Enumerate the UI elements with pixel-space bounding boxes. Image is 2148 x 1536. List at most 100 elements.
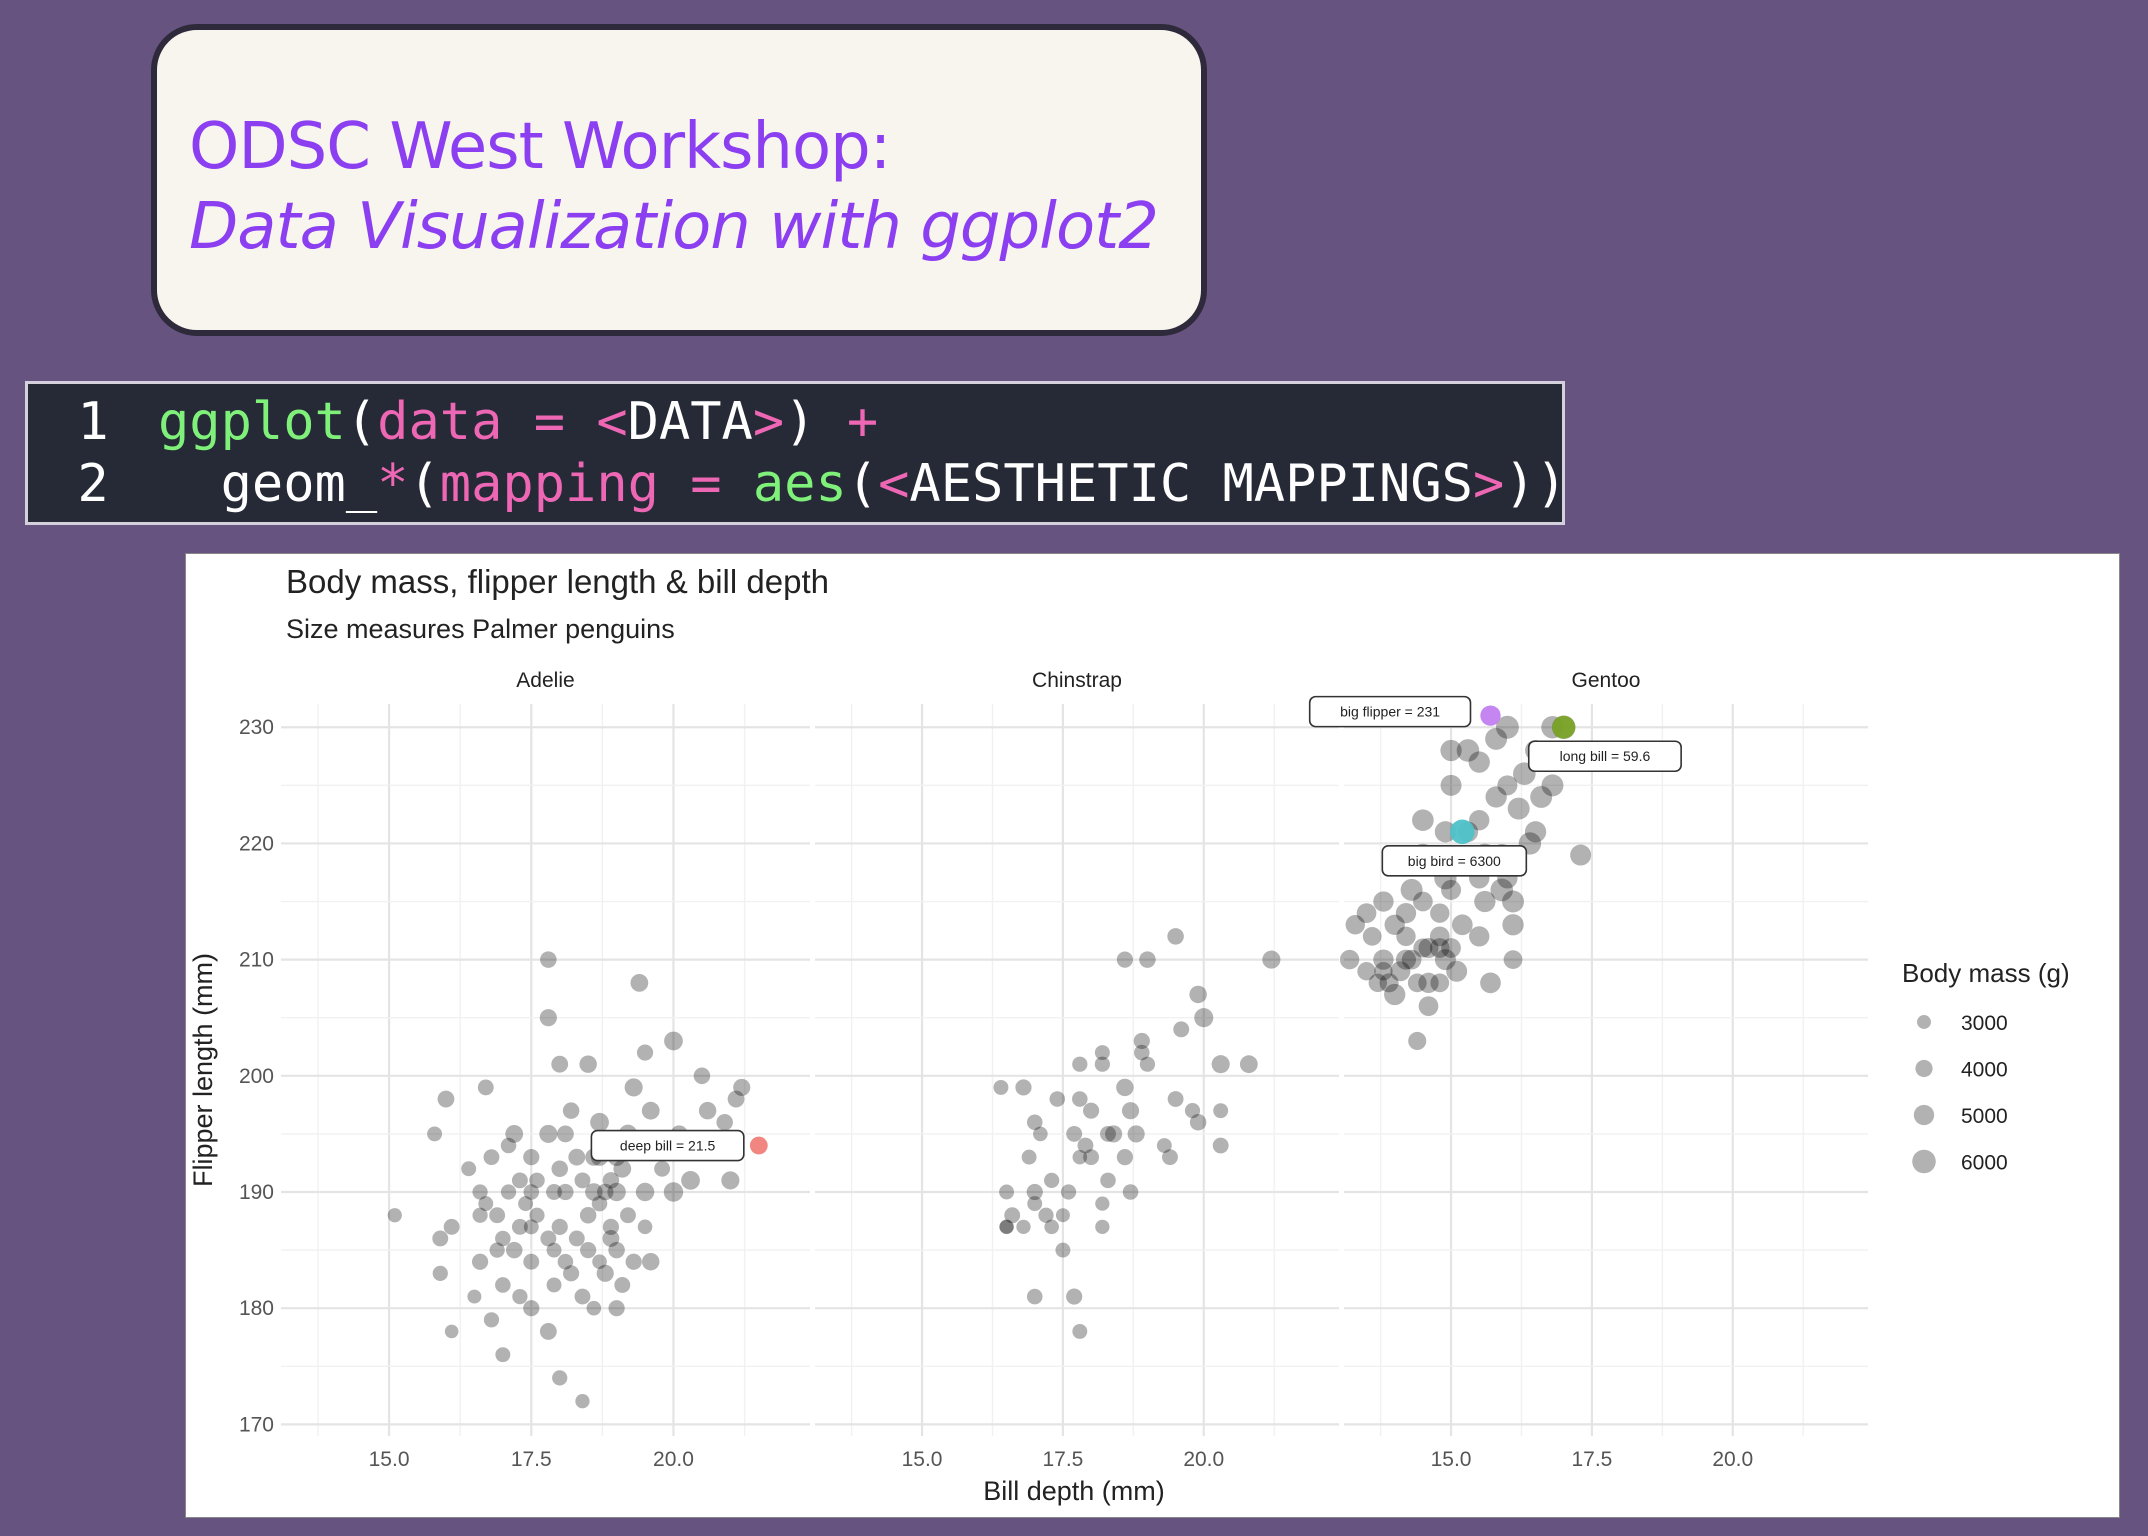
y-tick-label: 200 — [239, 1065, 274, 1088]
data-point — [472, 1184, 488, 1200]
data-point — [596, 1183, 614, 1201]
data-point — [1100, 1172, 1116, 1189]
data-point — [551, 1055, 569, 1073]
data-point — [562, 1102, 580, 1119]
data-point — [1083, 1149, 1100, 1166]
data-point — [596, 1264, 614, 1282]
highlight-point — [1450, 819, 1475, 845]
legend-label: 4000 — [1961, 1059, 2008, 1082]
code-token: ggplot — [158, 392, 346, 452]
data-point — [523, 1219, 539, 1235]
annotation-label: big flipper = 231 — [1340, 704, 1440, 720]
x-tick-label: 17.5 — [1042, 1448, 1083, 1471]
y-tick-label: 170 — [239, 1413, 274, 1436]
data-point — [1095, 1196, 1110, 1211]
data-point — [575, 1394, 590, 1409]
data-point — [1049, 1091, 1066, 1107]
data-point — [1044, 1219, 1059, 1235]
legend-key — [1915, 1059, 1933, 1078]
data-point — [1027, 1196, 1043, 1212]
data-point — [1451, 914, 1473, 936]
x-tick-label: 20.0 — [1183, 1448, 1224, 1471]
data-point — [1116, 951, 1133, 968]
data-point — [1026, 1288, 1043, 1305]
data-point — [1055, 1208, 1070, 1223]
data-point — [1530, 785, 1553, 808]
data-point — [1194, 1008, 1214, 1028]
data-point — [1357, 962, 1376, 981]
facet-label: Chinstrap — [1032, 669, 1122, 692]
data-point — [1211, 1055, 1230, 1074]
data-point — [495, 1277, 511, 1293]
title-line-2: Data Visualization with ggplot2 — [189, 190, 1159, 264]
data-point — [1418, 972, 1439, 994]
data-point — [1026, 1114, 1043, 1131]
data-point — [663, 1182, 684, 1202]
data-point — [1189, 985, 1207, 1004]
data-point — [1524, 821, 1547, 843]
data-point — [602, 1218, 620, 1235]
legend-key — [1913, 1104, 1935, 1126]
data-point — [1408, 1031, 1427, 1051]
data-point — [477, 1079, 494, 1096]
data-point — [620, 1207, 636, 1224]
data-point — [630, 973, 649, 992]
data-point — [580, 1241, 597, 1259]
data-point — [1446, 960, 1468, 982]
data-point — [562, 1265, 580, 1282]
data-point — [1418, 996, 1439, 1016]
code-token: = — [533, 392, 566, 452]
data-point — [467, 1289, 482, 1304]
data-point — [1133, 1032, 1150, 1050]
data-point — [1407, 973, 1427, 993]
data-point — [727, 1090, 745, 1108]
data-point — [1474, 890, 1496, 913]
data-point — [1434, 821, 1457, 843]
data-point — [551, 1160, 568, 1178]
data-point — [1072, 1091, 1088, 1107]
data-point — [999, 1219, 1014, 1235]
data-point — [505, 1125, 524, 1143]
highlight-point — [749, 1136, 768, 1155]
annotation-box — [1381, 845, 1528, 877]
data-point — [1100, 1125, 1116, 1142]
data-point — [472, 1207, 488, 1223]
y-tick-label: 220 — [239, 832, 274, 855]
data-point — [591, 1195, 608, 1212]
y-tick-label: 180 — [239, 1297, 274, 1320]
data-point — [733, 1078, 751, 1097]
data-point — [1072, 1323, 1088, 1339]
data-point — [574, 1288, 591, 1305]
data-point — [546, 1277, 562, 1293]
data-point — [625, 1253, 642, 1270]
data-point — [592, 1254, 607, 1270]
data-point — [1412, 809, 1434, 832]
data-point — [529, 1207, 545, 1223]
data-point — [529, 1172, 545, 1189]
data-point — [432, 1230, 449, 1247]
code-token: ( — [846, 454, 879, 514]
data-point — [999, 1184, 1015, 1200]
data-point — [624, 1078, 643, 1097]
data-point — [1429, 938, 1450, 958]
data-point — [552, 1370, 568, 1386]
facet-label: Adelie — [516, 669, 574, 692]
code-token: mapping — [439, 454, 659, 514]
data-point — [1060, 1184, 1077, 1200]
data-point — [1066, 1125, 1083, 1142]
data-point — [443, 1218, 460, 1235]
data-point — [568, 1148, 586, 1166]
data-point — [1173, 1021, 1190, 1038]
data-point — [1570, 844, 1592, 866]
data-point — [1440, 774, 1462, 796]
chart-panel: Body mass, flipper length & bill depth Si… — [185, 553, 2120, 1518]
data-point — [613, 1159, 632, 1178]
data-point — [721, 1171, 740, 1190]
data-point — [1016, 1219, 1031, 1234]
data-point — [641, 1252, 660, 1271]
data-point — [1441, 879, 1462, 900]
data-point — [1082, 1102, 1100, 1119]
data-point — [500, 1137, 517, 1154]
code-token — [502, 392, 533, 452]
code-token: * — [377, 454, 409, 514]
